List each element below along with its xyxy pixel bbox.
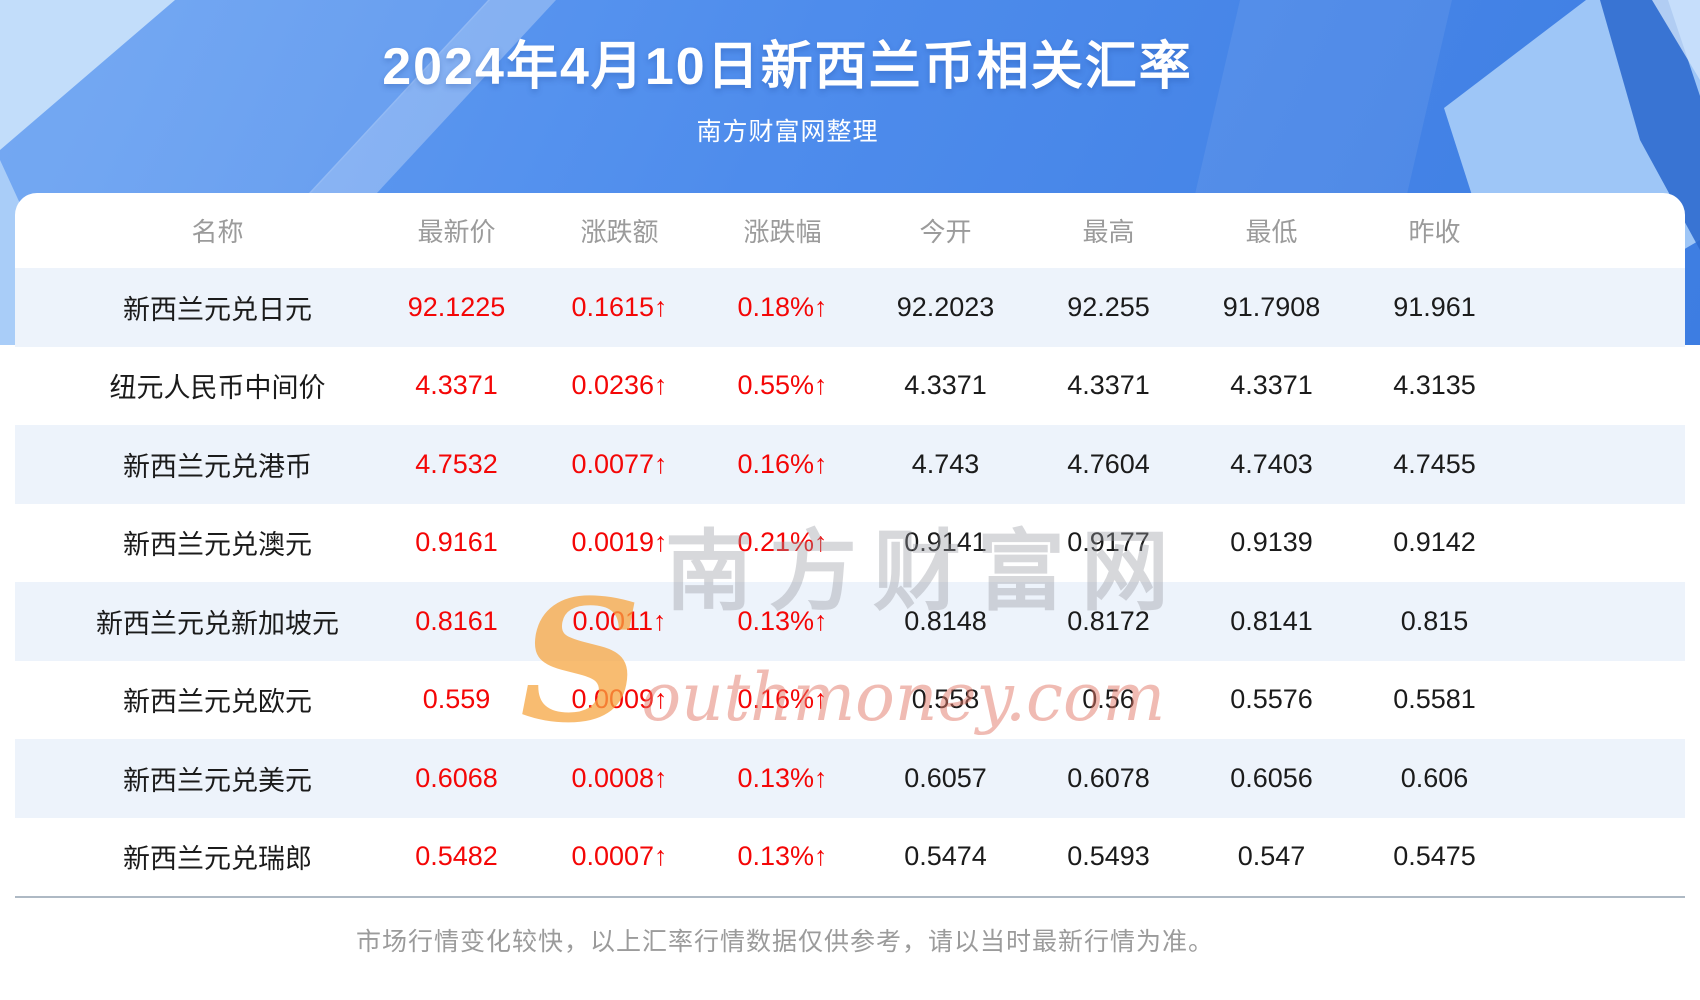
value-cell: 4.3371: [415, 370, 498, 401]
value-cell: 0.21%↑: [737, 527, 828, 558]
value-cell: 91.961: [1393, 291, 1476, 322]
footer-note: 市场行情变化较快，以上汇率行情数据仅供参考，请以当时最新行情为准。: [355, 928, 1214, 956]
value-cell: 0.5581: [1393, 684, 1476, 715]
table-row: 新西兰元兑澳元 0.9161 0.0019↑ 0.21%↑ 0.9141 0.9177 0.…: [15, 504, 1685, 583]
rates-table-panel: 名称 最新价 涨跌额 涨跌幅 今开 最高 最低 昨收 新西兰元兑日元 92.1225 0.1615…: [15, 193, 1685, 1000]
header-cell: 名称: [191, 217, 244, 247]
value-cell: 0.558: [911, 684, 980, 715]
value-cell: 0.13%↑: [737, 605, 828, 636]
table-row: 新西兰元兑港币 4.7532 0.0077↑ 0.16%↑ 4.743 4.7604 4.7…: [15, 425, 1685, 504]
value-cell: 92.255: [1067, 291, 1150, 322]
value-cell: 92.2023: [896, 291, 995, 322]
value-cell: 0.16%↑: [737, 448, 828, 479]
page-title: 2024年4月10日新西兰币相关汇率: [382, 38, 1193, 96]
value-cell: 0.8161: [415, 605, 498, 636]
value-cell: 0.0009↑: [571, 684, 668, 715]
filler-cell: [1516, 739, 1685, 818]
value-cell: 92.1225: [407, 291, 506, 322]
header-cell: 涨跌幅: [743, 217, 822, 247]
header-cell: 最新价: [417, 217, 496, 247]
value-cell: 4.3371: [1067, 370, 1150, 401]
value-cell: 4.3371: [1230, 370, 1313, 401]
value-cell: 0.6068: [415, 762, 498, 793]
value-cell: 91.7908: [1222, 291, 1321, 322]
filler-cell: [1516, 818, 1685, 897]
value-cell: 0.6056: [1230, 762, 1313, 793]
value-cell: 0.0011↑: [572, 605, 667, 636]
value-cell: 0.8141: [1230, 605, 1313, 636]
value-cell: 0.559: [422, 684, 491, 715]
header-cell: 今开: [919, 217, 972, 247]
value-cell: 0.6078: [1067, 762, 1150, 793]
value-cell: 0.0008↑: [571, 762, 668, 793]
value-cell: 0.9141: [904, 527, 987, 558]
table-row: 新西兰元兑美元 0.6068 0.0008↑ 0.13%↑ 0.6057 0.6078 0.…: [15, 739, 1685, 818]
pair-name-cell: 新西兰元兑澳元: [123, 530, 312, 561]
value-cell: 0.9139: [1230, 527, 1313, 558]
value-cell: 0.0019↑: [571, 527, 668, 558]
value-cell: 0.8148: [904, 605, 987, 636]
value-cell: 4.3371: [904, 370, 987, 401]
filler-cell: [1516, 347, 1685, 426]
value-cell: 0.13%↑: [737, 841, 828, 872]
pair-name-cell: 新西兰元兑新加坡元: [96, 608, 339, 639]
filler-cell: [1516, 661, 1685, 740]
filler-cell: [1516, 582, 1685, 661]
value-cell: 0.606: [1400, 762, 1469, 793]
value-cell: 0.547: [1237, 841, 1306, 872]
value-cell: 0.9142: [1393, 527, 1476, 558]
rates-table: 名称 最新价 涨跌额 涨跌幅 今开 最高 最低 昨收 新西兰元兑日元 92.1225 0.1615…: [15, 193, 1685, 896]
value-cell: 0.9177: [1067, 527, 1150, 558]
table-body: 新西兰元兑日元 92.1225 0.1615↑ 0.18%↑ 92.2023 92.255…: [15, 268, 1685, 896]
page-subtitle: 南方财富网整理: [696, 118, 879, 146]
pair-name-cell: 新西兰元兑日元: [123, 294, 312, 325]
value-cell: 0.16%↑: [737, 684, 828, 715]
filler-cell: [1516, 504, 1685, 583]
value-cell: 0.13%↑: [737, 762, 828, 793]
value-cell: 0.5482: [415, 841, 498, 872]
pair-name-cell: 纽元人民币中间价: [109, 373, 326, 404]
value-cell: 0.5474: [904, 841, 987, 872]
pair-name-cell: 新西兰元兑美元: [123, 765, 312, 796]
header-cell: 最高: [1082, 217, 1135, 247]
value-cell: 4.743: [911, 448, 980, 479]
pair-name-cell: 新西兰元兑欧元: [123, 687, 312, 718]
value-cell: 0.815: [1400, 605, 1469, 636]
header-cell: 最低: [1245, 217, 1298, 247]
value-cell: 4.7604: [1067, 448, 1150, 479]
value-cell: 0.5475: [1393, 841, 1476, 872]
table-row: 新西兰元兑欧元 0.559 0.0009↑ 0.16%↑ 0.558 0.56 0.5576…: [15, 661, 1685, 740]
value-cell: 4.7455: [1393, 448, 1476, 479]
value-cell: 4.7532: [415, 448, 498, 479]
header-cell: 涨跌额: [580, 217, 659, 247]
pair-name-cell: 新西兰元兑港币: [123, 451, 312, 482]
value-cell: 0.1615↑: [571, 291, 668, 322]
value-cell: 0.6057: [904, 762, 987, 793]
value-cell: 0.5576: [1230, 684, 1313, 715]
value-cell: 0.0236↑: [571, 370, 668, 401]
pair-name-cell: 新西兰元兑瑞郎: [123, 844, 312, 875]
value-cell: 0.18%↑: [737, 291, 828, 322]
value-cell: 0.5493: [1067, 841, 1150, 872]
value-cell: 4.3135: [1393, 370, 1476, 401]
filler-cell: [1516, 425, 1685, 504]
table-row: 纽元人民币中间价 4.3371 0.0236↑ 0.55%↑ 4.3371 4.3371 4…: [15, 347, 1685, 426]
value-cell: 4.7403: [1230, 448, 1313, 479]
filler-cell: [1516, 268, 1685, 347]
table-row: 新西兰元兑日元 92.1225 0.1615↑ 0.18%↑ 92.2023 92.255…: [15, 268, 1685, 347]
table-header-row: 名称 最新价 涨跌额 涨跌幅 今开 最高 最低 昨收: [15, 193, 1685, 268]
table-row: 新西兰元兑新加坡元 0.8161 0.0011↑ 0.13%↑ 0.8148 0.8172…: [15, 582, 1685, 661]
header-cell: 昨收: [1408, 217, 1461, 247]
footer-divider: 市场行情变化较快，以上汇率行情数据仅供参考，请以当时最新行情为准。: [15, 896, 1685, 958]
table-row: 新西兰元兑瑞郎 0.5482 0.0007↑ 0.13%↑ 0.5474 0.5493 0.…: [15, 818, 1685, 897]
value-cell: 0.56: [1082, 684, 1135, 715]
value-cell: 0.8172: [1067, 605, 1150, 636]
value-cell: 0.9161: [415, 527, 498, 558]
value-cell: 0.55%↑: [737, 370, 828, 401]
value-cell: 0.0077↑: [571, 448, 668, 479]
value-cell: 0.0007↑: [571, 841, 668, 872]
header-filler-cell: [1516, 193, 1685, 268]
